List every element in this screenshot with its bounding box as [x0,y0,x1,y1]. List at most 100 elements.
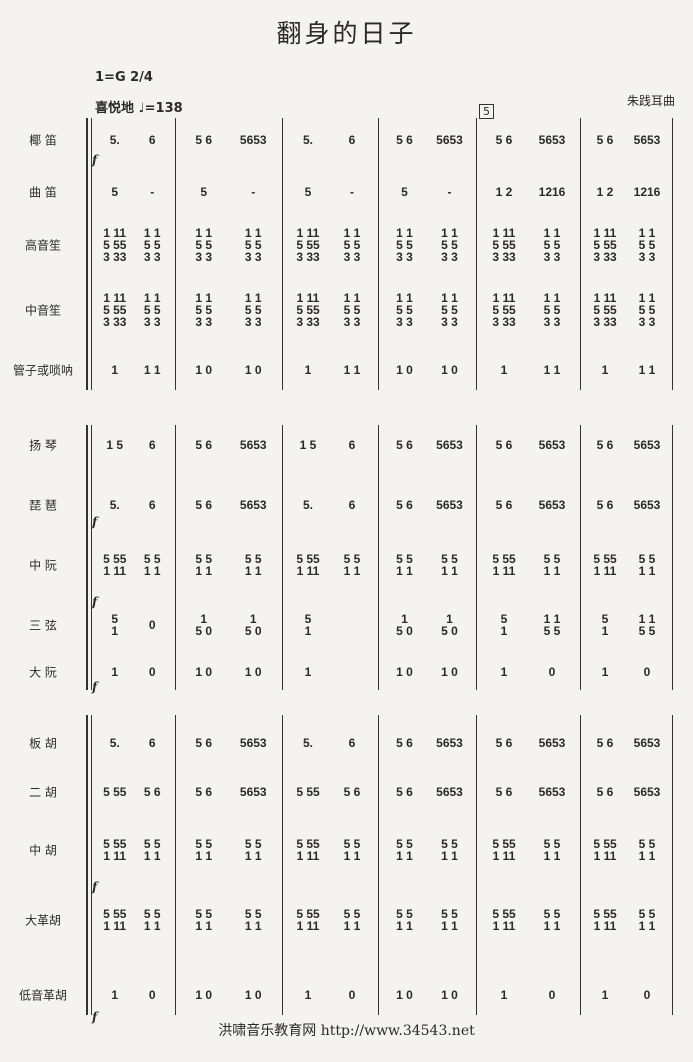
instrument-label: 大革胡 [24,913,61,928]
note-beat: 5 6 [596,498,614,512]
note-beat: 1 1 5 5 3 3 [638,226,656,264]
note-beat: 1 11 5 55 3 33 [593,291,617,329]
note-beat: 5653 [633,438,661,452]
note-beat: 5 6 [495,498,513,512]
note-beat: 1216 [633,185,661,199]
note-beat: 6 [348,133,356,147]
note-beat: 5 6 [396,498,413,512]
note-beat: 5 6 [596,736,614,750]
note-beat: 1 1 5 5 3 3 [638,291,656,329]
note-beat: 5653 [436,438,463,452]
note-beat: 5 6 [596,785,614,799]
note-beat: 5 [401,185,408,199]
barline [378,118,379,390]
note-beat: 5 5 1 1 [244,907,262,933]
note-beat: 5. [109,133,120,147]
note-beat: - [150,185,155,199]
note-beat: 1 11 5 55 3 33 [492,291,516,329]
note-beat: 1 5 0 [244,612,262,638]
note-beat: 5 5 1 1 [143,552,161,578]
note-beat: 0 [148,665,156,679]
note-beat: 1 0 [441,665,458,679]
note-beat: 1 5 0 [441,612,458,638]
note-beat: 5653 [633,133,661,147]
note-beat: 5653 [436,785,463,799]
barline [282,425,283,690]
instrument-label: 板 胡 [29,736,57,751]
note-beat: 5 5 1 1 [244,837,262,863]
note-beat: 0 [548,665,556,679]
note-beat: 1 0 [441,363,458,377]
note-beat: 1 [601,363,609,377]
note-beat: 5 55 1 11 [593,552,617,578]
note-beat: 5 6 [396,736,413,750]
rehearsal-mark: 5 [479,104,494,119]
note-beat: 1 1 5 5 3 3 [143,291,161,329]
instrument-label: 中 阮 [29,558,57,573]
note-beat: 5 5 1 1 [638,837,656,863]
note-beat: 5 5 1 1 [195,552,213,578]
group-bracket [86,715,92,1015]
note-beat: 1216 [538,185,566,199]
note-beat: 6 [148,438,156,452]
dynamic-marking: f [92,595,98,609]
barline [580,425,581,690]
barline [175,425,176,690]
note-beat: 5653 [239,498,267,512]
note-beat: 5 6 [195,498,213,512]
note-beat: 5 5 1 1 [396,907,413,933]
note-beat: 1 11 5 55 3 33 [593,226,617,264]
note-beat: 1 2 [495,185,513,199]
footer-watermark: 洪啸音乐教育网 http://www.34543.net [218,1023,475,1039]
note-beat: 1 [111,988,119,1002]
note-beat: 5653 [436,133,463,147]
note-beat: 5653 [239,438,267,452]
note-beat: 1 1 5 5 3 3 [195,291,213,329]
instrument-label: 曲 笛 [29,185,57,200]
note-beat: 5. [109,736,120,750]
note-beat: 5. [302,133,313,147]
note-beat: 5 5 1 1 [195,907,213,933]
note-beat: 6 [348,736,356,750]
note-beat: 5653 [239,133,267,147]
note-beat: 1 11 5 55 3 33 [103,291,127,329]
note-beat: 5 6 [195,133,213,147]
note-beat: 5 1 [304,612,312,638]
note-beat: 5 55 1 11 [492,552,516,578]
note-beat: 1 0 [244,363,262,377]
note-beat: 5 1 [601,612,609,638]
note-beat: 1 1 [143,363,161,377]
note-beat: 1 5 0 [195,612,213,638]
composer: 朱践耳曲 [627,94,676,108]
note-beat: 1 [304,988,312,1002]
note-beat: 1 [500,665,508,679]
note-beat: 1 0 [195,363,213,377]
note-beat: 5 6 [495,785,513,799]
note-beat: 5 5 1 1 [441,907,458,933]
note-beat: 6 [148,736,156,750]
note-beat: 1 11 5 55 3 33 [296,226,320,264]
note-beat: 1 1 5 5 3 3 [396,226,413,264]
note-beat: 1 5 [106,438,124,452]
score-title: 翻身的日子 [276,19,417,48]
note-beat: 5 55 [103,785,127,799]
note-beat: 5 6 [396,785,413,799]
note-beat: 5 6 [343,785,361,799]
dynamic-marking: f [92,880,98,894]
tempo-marking: 喜悦地 ♩=138 [95,101,183,116]
instrument-label: 管子或唢呐 [12,363,73,378]
note-beat: 1 0 [195,988,213,1002]
barline [476,425,477,690]
note-beat: 5 6 [396,133,413,147]
note-beat: 1 [500,363,508,377]
barline [672,118,673,390]
note-beat: - [447,185,452,199]
barline [378,425,379,690]
note-beat: 0 [148,618,156,632]
note-beat: 5653 [538,133,566,147]
note-beat: 1 1 [543,363,561,377]
barline [282,118,283,390]
note-beat: 5653 [633,736,661,750]
note-beat: 1 [601,665,609,679]
note-beat: 1 1 5 5 3 3 [441,226,458,264]
